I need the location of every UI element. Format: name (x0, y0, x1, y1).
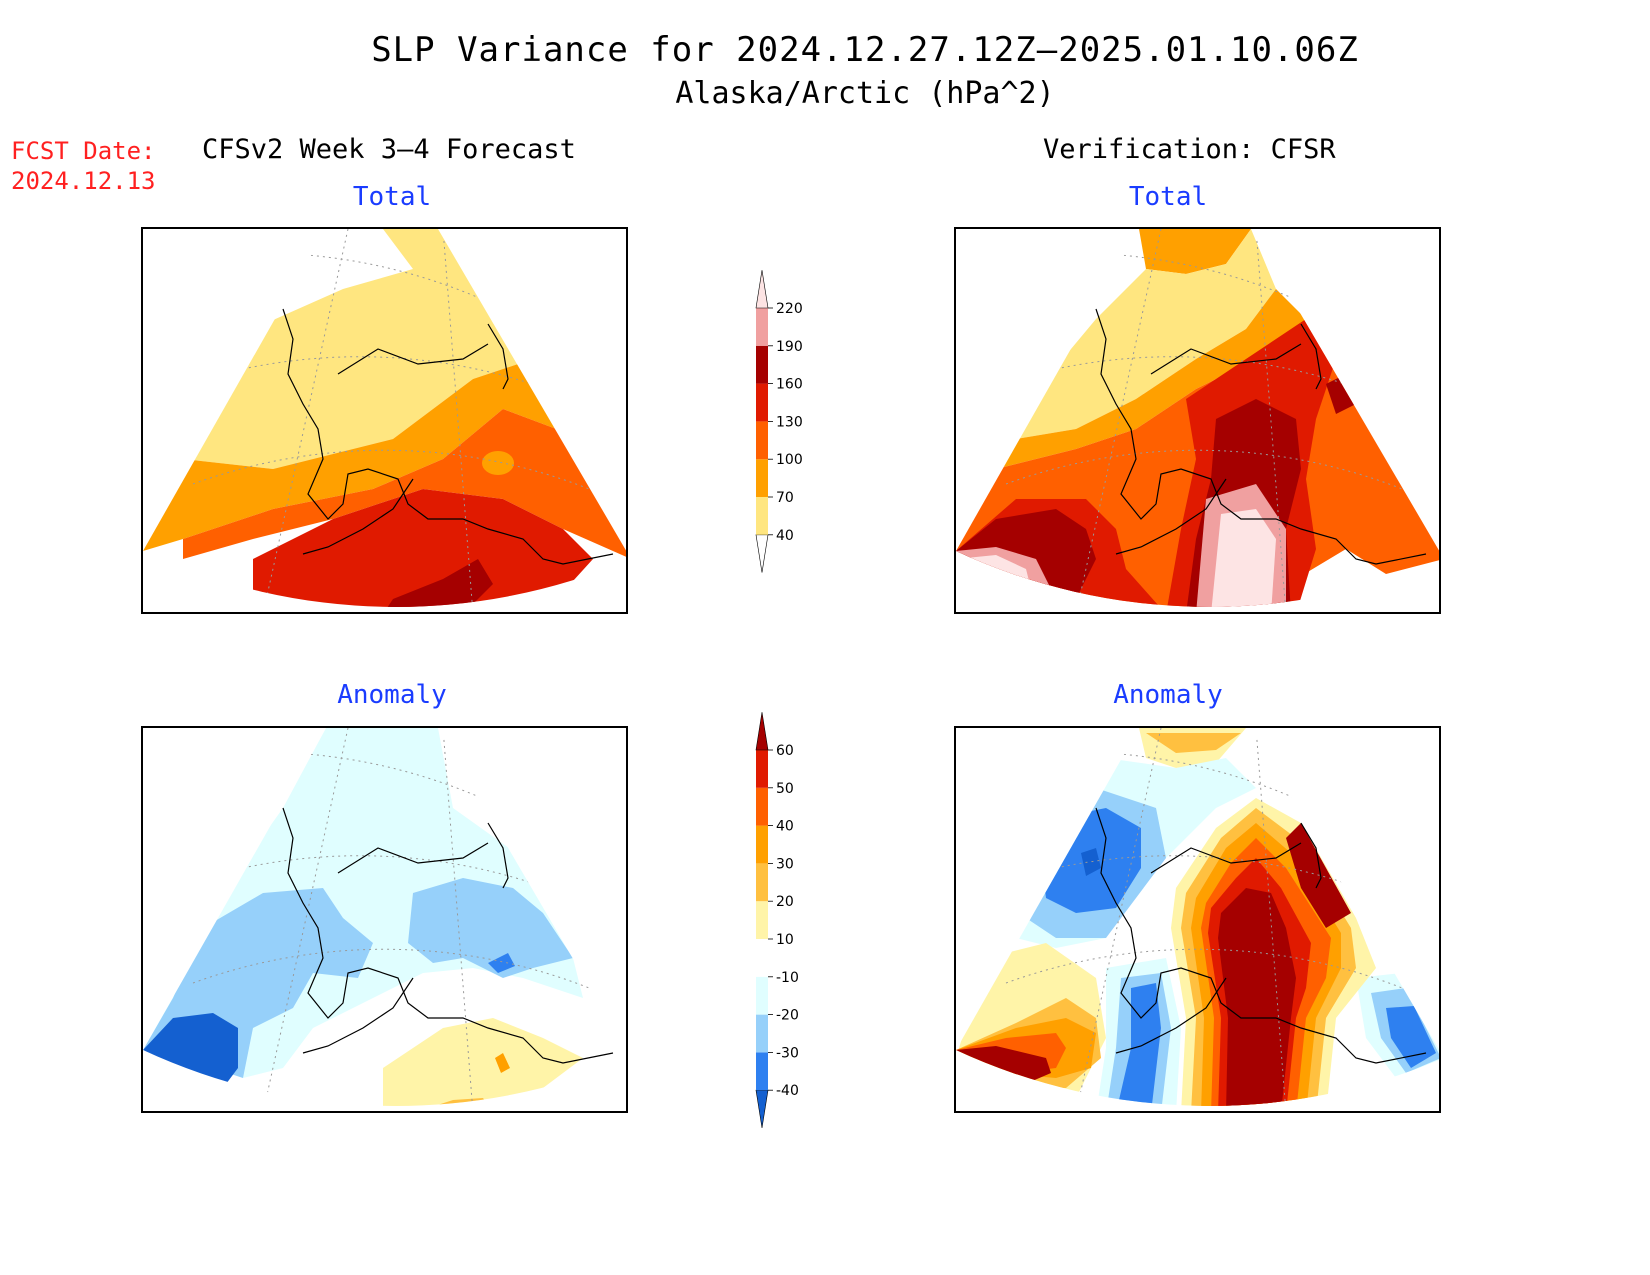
region-lightyellow (1016, 229, 1276, 439)
region-paleyellow (383, 1018, 583, 1106)
anomaly-colorbar-label: 30 (776, 856, 794, 872)
total-colorbar-box (756, 383, 768, 422)
forecast-anomaly-map (141, 726, 628, 1113)
region-palepink (1211, 509, 1276, 607)
total-colorbar-label: 70 (776, 490, 794, 506)
subtitle: Alaska/Arctic (hPa^2) (675, 76, 1055, 111)
region-darkblue (143, 1013, 238, 1088)
anomaly-colorbar-box (756, 976, 768, 1015)
anomaly-colorbar-label: -10 (776, 970, 799, 986)
region-darkorange (183, 409, 626, 559)
total-colorbar-label: 160 (776, 377, 803, 393)
anomaly-colorbar-label: 60 (776, 743, 794, 759)
anomaly-colorbar-box (756, 750, 768, 788)
anomaly-colorbar-low-triangle (755, 1089, 769, 1129)
forecast-date-value: 2024.12.13 (11, 167, 156, 195)
total-colorbar-low-triangle (755, 534, 769, 573)
anomaly-colorbar-label: -20 (776, 1008, 799, 1024)
main-title: SLP Variance for 2024.12.27.12Z–2025.01.… (371, 30, 1359, 70)
anomaly-colorbar-label: 20 (776, 894, 794, 910)
forecast-anomaly-title: Anomaly (337, 680, 447, 710)
region-central-darkred (1218, 888, 1296, 1106)
anomaly-colorbar-label: 10 (776, 932, 794, 948)
anomaly-colorbar-high-triangle (755, 712, 769, 751)
anomaly-colorbar-box (756, 939, 768, 977)
region-east-darkblue (1386, 1006, 1436, 1068)
total-colorbar-box (756, 459, 768, 497)
region-top-orange (1146, 733, 1241, 753)
total-colorbar-label: 40 (776, 528, 794, 544)
anomaly-colorbar-label: -40 (776, 1083, 799, 1099)
forecast-total-map (141, 227, 628, 614)
region-lightyellow (183, 229, 533, 469)
verification-total-svg (956, 229, 1439, 607)
anomaly-colorbar-box (756, 901, 768, 939)
verification-total-map (954, 227, 1441, 614)
verification-column-header: Verification: CFSR (1043, 134, 1336, 165)
region-orange (996, 289, 1306, 469)
total-colorbar-label: 220 (776, 301, 803, 317)
anomaly-colorbar-label: 40 (776, 819, 794, 835)
anomaly-colorbar-box (756, 863, 768, 902)
forecast-date: FCST Date: 2024.12.13 (11, 136, 156, 196)
total-colorbar: 40 70 100 130 160 190 220 (755, 270, 803, 573)
total-colorbar-box (756, 421, 768, 460)
anomaly-colorbar: -40 -30 -20 -10 10 20 30 40 50 60 (755, 712, 799, 1129)
total-colorbar-box (756, 308, 768, 346)
total-colorbar-label: 130 (776, 414, 803, 430)
forecast-date-label: FCST Date: (11, 137, 156, 165)
anomaly-colorbar-box (756, 787, 768, 826)
forecast-total-svg (143, 229, 626, 607)
anomaly-colorbar-box (756, 825, 768, 864)
forecast-total-title: Total (352, 182, 432, 212)
region-orange-spot (495, 1053, 510, 1073)
region-red (253, 489, 593, 607)
verification-total-title: Total (1128, 182, 1208, 212)
region-darkblue (1081, 848, 1101, 876)
total-colorbar-high-triangle (755, 270, 769, 309)
anomaly-colorbar-box (756, 1014, 768, 1053)
forecast-column-header: CFSv2 Week 3–4 Forecast (202, 134, 576, 165)
region-blue-2 (1116, 983, 1161, 1106)
region-lightblue-2 (408, 878, 573, 978)
anomaly-colorbar-boxes: -40 -30 -20 -10 10 20 30 40 50 60 (755, 712, 799, 1129)
total-colorbar-label: 100 (776, 452, 803, 468)
total-colorbar-boxes: 40 70 100 130 160 190 220 (755, 270, 803, 573)
region-darkred (383, 559, 493, 607)
region-orange-top (1139, 229, 1251, 274)
region-orange (143, 359, 583, 551)
verification-anomaly-title: Anomaly (1113, 680, 1223, 710)
anomaly-colorbar-box (756, 1052, 768, 1091)
anomaly-colorbar-label: -30 (776, 1045, 799, 1061)
region-blue-spot (488, 953, 515, 973)
anomaly-colorbar-label: 50 (776, 781, 794, 797)
total-colorbar-label: 190 (776, 339, 803, 355)
verification-anomaly-svg (956, 728, 1439, 1106)
forecast-anomaly-svg (143, 728, 626, 1106)
total-colorbar-box (756, 345, 768, 384)
region-west-darkred (956, 1046, 1051, 1088)
verification-anomaly-map (954, 726, 1441, 1113)
total-colorbar-box (756, 497, 768, 535)
